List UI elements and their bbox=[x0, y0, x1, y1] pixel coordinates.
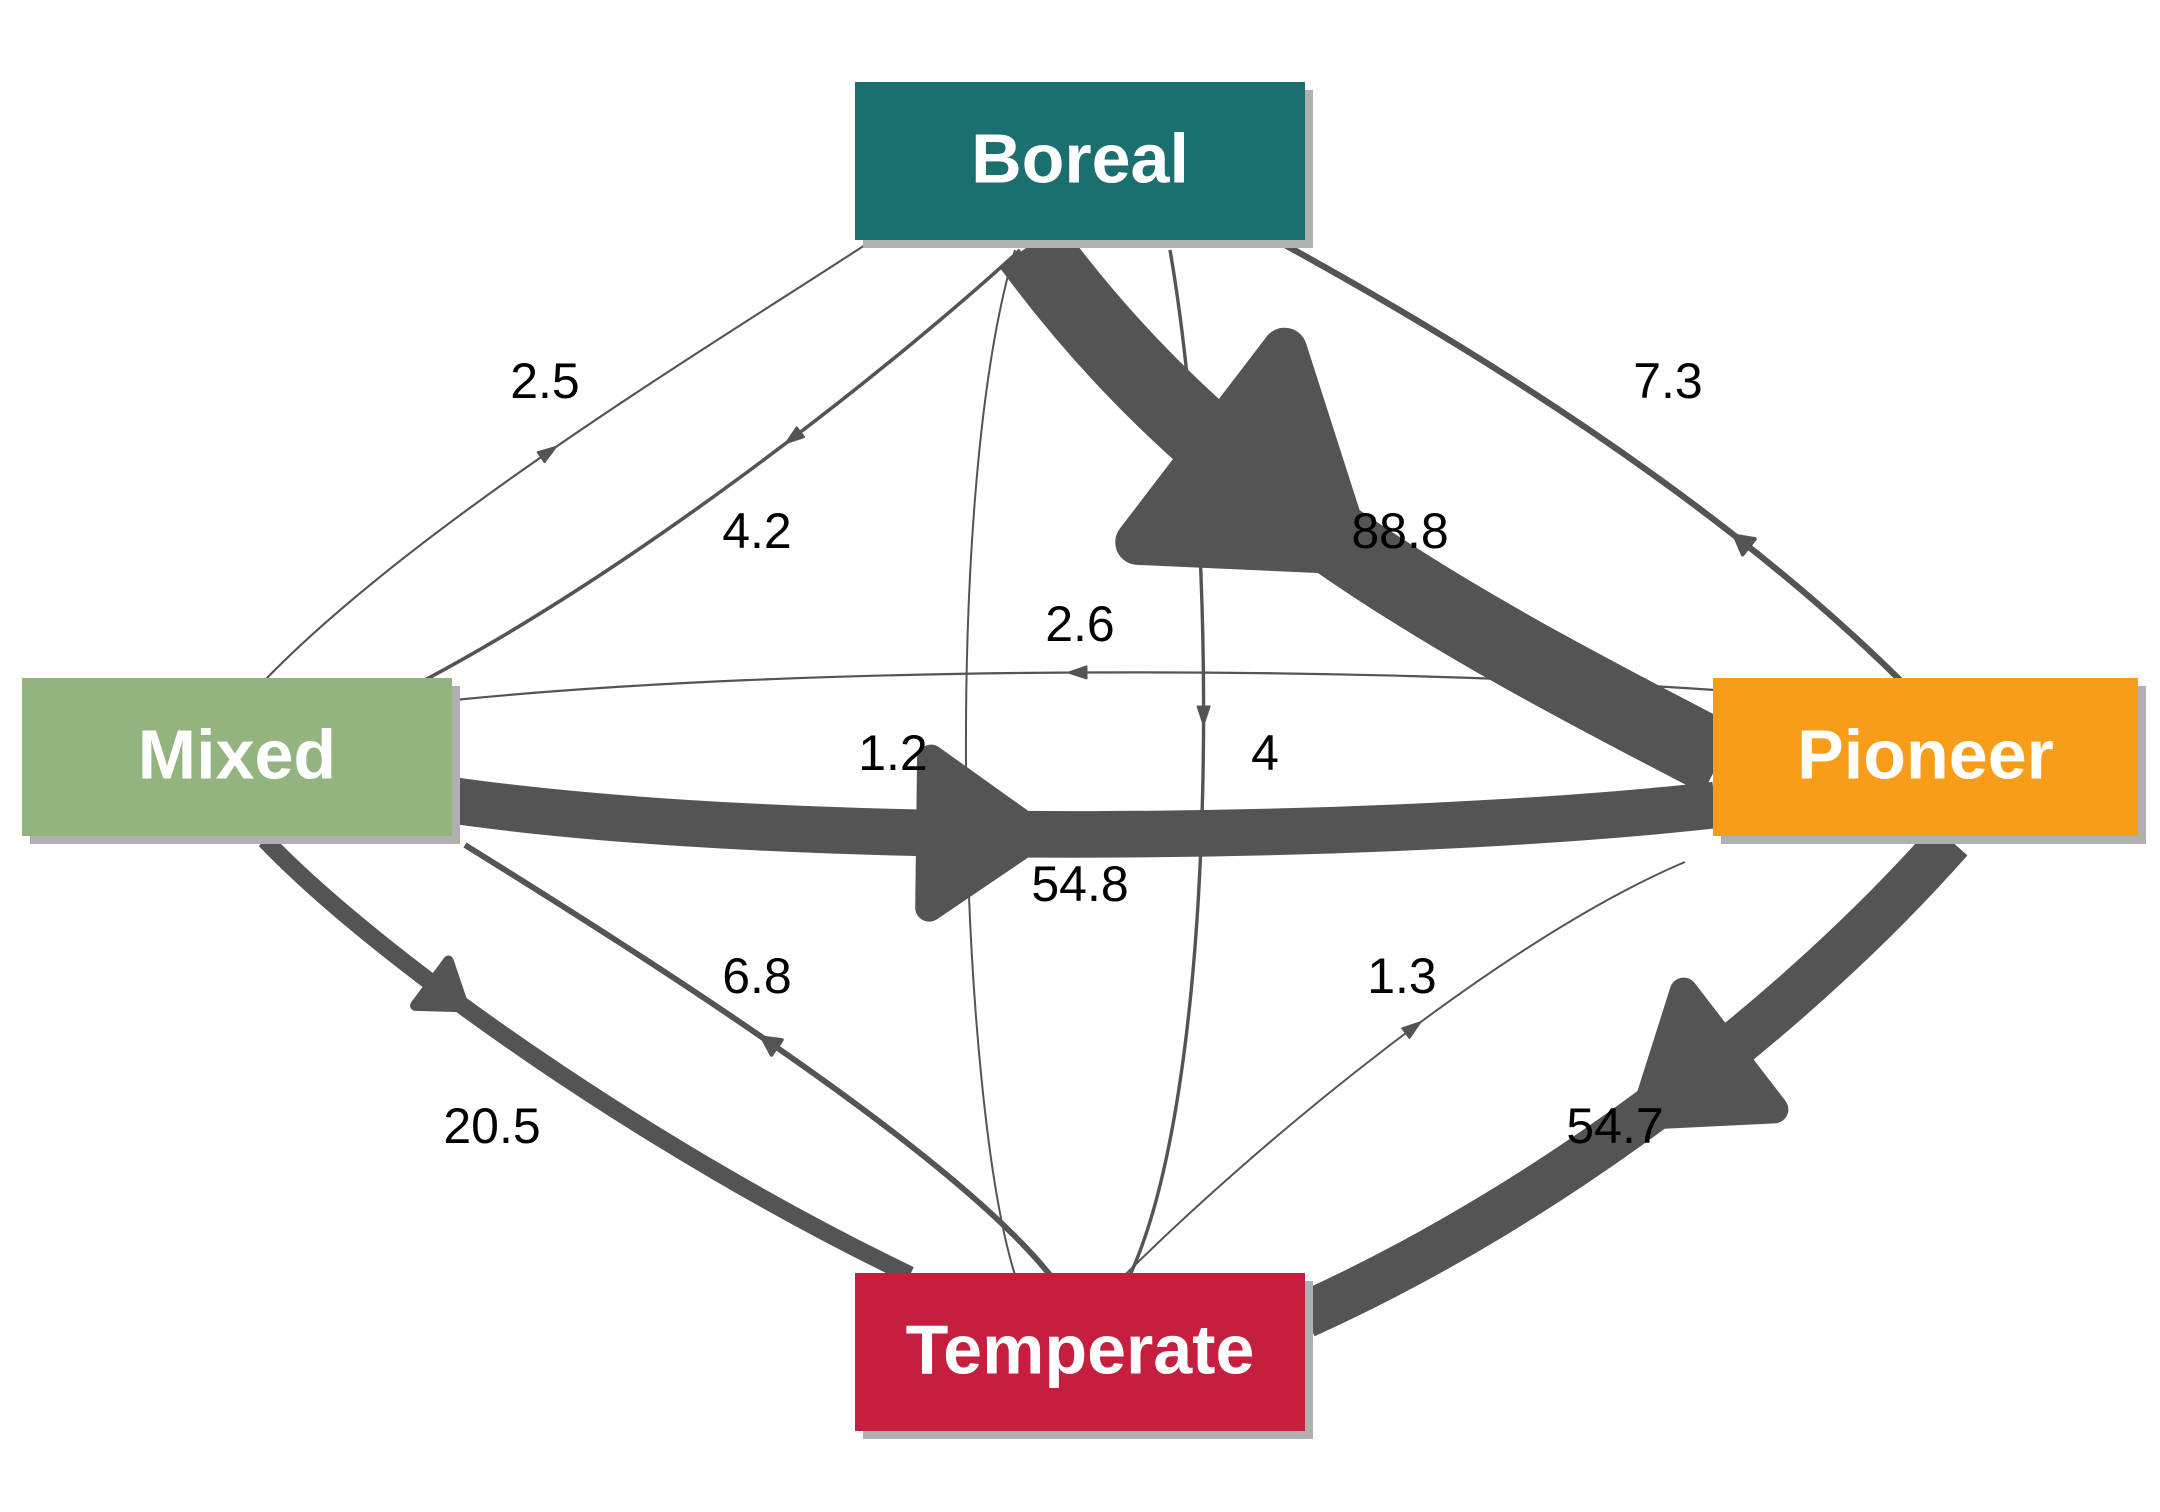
edge-pioneer-to-temperate bbox=[1295, 824, 1968, 1337]
arrowhead-mixed-to-boreal bbox=[536, 445, 557, 464]
arrowhead-temperate-to-mixed bbox=[760, 1035, 784, 1057]
edge-label-temperate-to-mixed: 6.8 bbox=[722, 948, 792, 1004]
arrowhead-mixed-to-pioneer bbox=[915, 744, 1052, 922]
node-temperate-box bbox=[855, 1273, 1305, 1431]
edge-label-pioneer-to-boreal: 7.3 bbox=[1633, 353, 1703, 409]
node-boreal-label: Boreal bbox=[971, 119, 1189, 197]
edge-labels-layer: 2.5 4.2 7.3 88.8 2.6 54.8 1.2 4 6.8 20.5 1.3 54.7 bbox=[443, 353, 1702, 1154]
edge-label-temperate-to-boreal: 1.2 bbox=[858, 725, 928, 781]
edge-label-mixed-to-temperate: 20.5 bbox=[443, 1098, 540, 1154]
edge-label-mixed-to-boreal: 2.5 bbox=[510, 353, 580, 409]
edge-boreal-to-temperate bbox=[1128, 249, 1206, 1276]
node-boreal-box bbox=[855, 82, 1305, 240]
edge-label-temperate-to-pioneer: 1.3 bbox=[1367, 948, 1437, 1004]
edge-temperate-to-boreal bbox=[964, 249, 1016, 1276]
edge-temperate-to-mixed bbox=[463, 842, 1053, 1277]
edge-label-boreal-to-pioneer: 88.8 bbox=[1351, 503, 1448, 559]
arrowhead-pioneer-to-temperate bbox=[1630, 977, 1789, 1130]
node-pioneer-box bbox=[1713, 678, 2138, 836]
arrowhead-boreal-to-temperate bbox=[1196, 705, 1211, 726]
edge-label-pioneer-to-temperate: 54.7 bbox=[1566, 1098, 1663, 1154]
edge-temperate-to-pioneer bbox=[1124, 861, 1686, 1276]
edge-boreal-to-mixed bbox=[424, 248, 1022, 682]
node-temperate: Temperate bbox=[855, 1273, 1313, 1439]
edge-pioneer-to-boreal bbox=[1283, 242, 1908, 688]
node-temperate-label: Temperate bbox=[906, 1310, 1255, 1388]
arrowhead-temperate-to-boreal bbox=[961, 865, 976, 886]
node-pioneer: Pioneer bbox=[1713, 678, 2146, 844]
node-mixed: Mixed bbox=[22, 678, 460, 844]
arrowhead-mixed-to-temperate bbox=[410, 955, 470, 1013]
arrowhead-boreal-to-pioneer bbox=[1115, 327, 1372, 575]
edge-mixed-to-temperate bbox=[258, 833, 914, 1283]
arrowhead-pioneer-to-mixed bbox=[1067, 665, 1088, 680]
edge-label-boreal-to-mixed: 4.2 bbox=[722, 503, 792, 559]
nodes-layer: Boreal Mixed Pioneer Temperate bbox=[22, 82, 2146, 1439]
arrows-layer bbox=[410, 327, 1789, 1130]
edge-mixed-to-boreal bbox=[264, 244, 866, 681]
arrowhead-pioneer-to-boreal bbox=[1732, 533, 1757, 557]
edge-label-boreal-to-temperate: 4 bbox=[1251, 725, 1279, 781]
edge-label-mixed-to-pioneer: 54.8 bbox=[1031, 856, 1128, 912]
arrowhead-boreal-to-mixed bbox=[784, 426, 806, 445]
node-boreal: Boreal bbox=[855, 82, 1313, 248]
arrowhead-temperate-to-pioneer bbox=[1401, 1021, 1422, 1039]
edge-mixed-to-pioneer bbox=[446, 776, 1718, 858]
node-mixed-label: Mixed bbox=[138, 715, 336, 793]
node-pioneer-label: Pioneer bbox=[1797, 715, 2054, 793]
node-mixed-box bbox=[22, 678, 452, 836]
edge-label-pioneer-to-mixed: 2.6 bbox=[1045, 596, 1115, 652]
